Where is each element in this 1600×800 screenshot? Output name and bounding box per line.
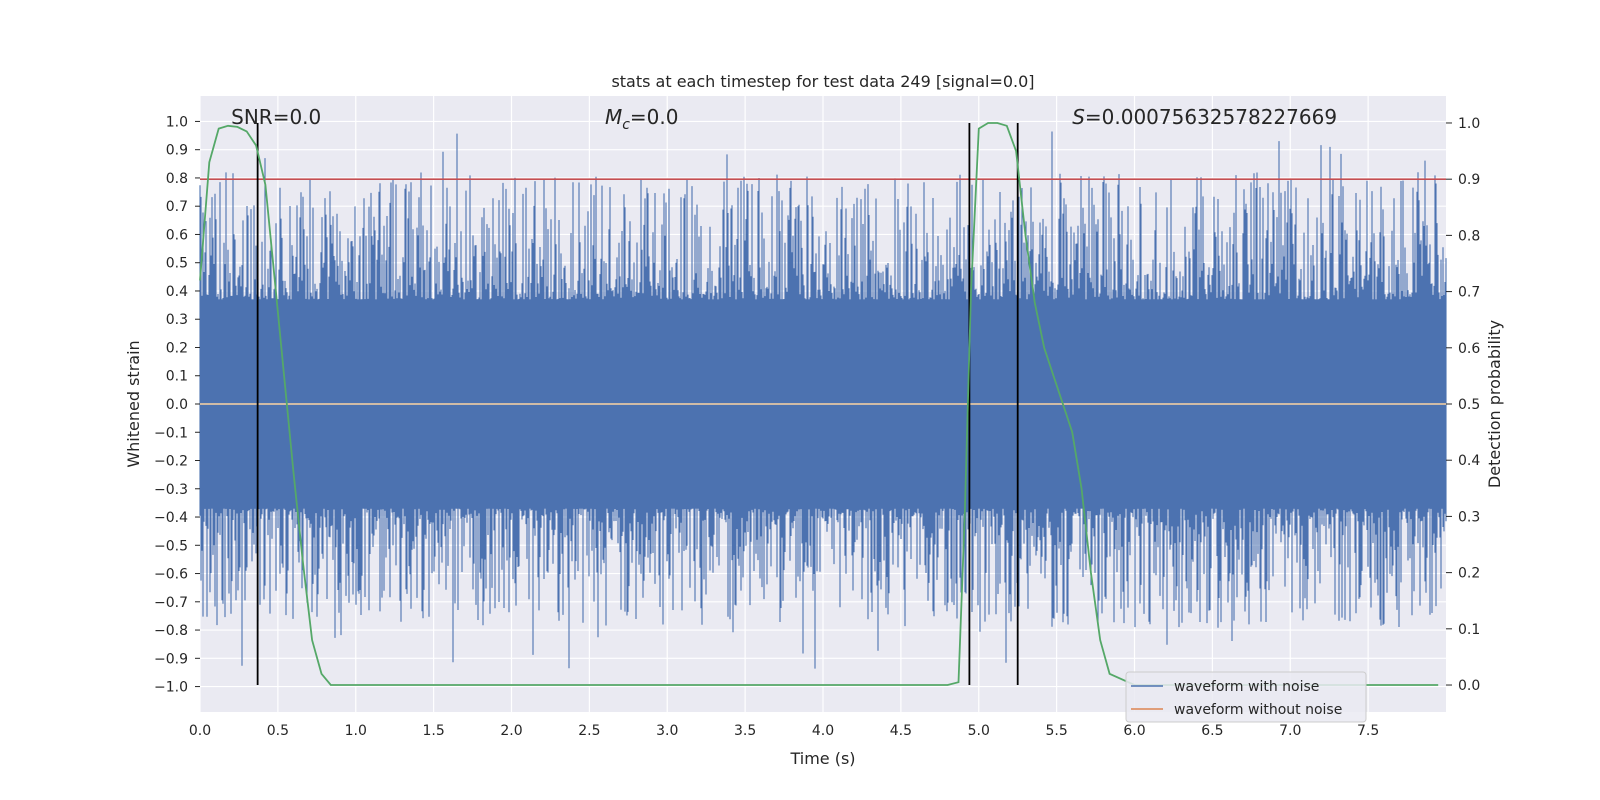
annotation-snr: SNR=0.0 [231,105,321,129]
y-tick-label-right: 1.0 [1458,116,1480,132]
y-tick-label-left: −0.8 [154,623,188,639]
overlay-lines [200,122,1446,686]
y-tick-label-left: 0.7 [166,199,188,215]
y-tick-label-right: 0.7 [1458,285,1480,301]
y-tick-label-right: 0.1 [1458,622,1480,638]
chart-title: stats at each timestep for test data 249… [611,72,1034,91]
x-tick-label: 3.0 [656,723,678,739]
x-tick-label: 6.5 [1201,723,1223,739]
legend-label-clean: waveform without noise [1174,702,1342,718]
annotation-chirp-mass-value: =0.0 [630,105,679,129]
x-tick-label: 5.5 [1045,723,1067,739]
x-tick-label: 1.0 [345,723,367,739]
annotation-chirp-mass: Mc=0.0 [605,105,679,133]
y-tick-label-right: 0.2 [1458,566,1480,582]
annotation-chirp-mass-symbol: M [605,105,622,129]
y-tick-label-left: 0.9 [166,143,188,159]
y-tick-label-right: 0.4 [1458,453,1480,469]
y-tick-label-left: 1.0 [166,114,188,130]
x-tick-label: 4.0 [812,723,834,739]
y-tick-label-right: 0.0 [1458,678,1480,694]
y-tick-label-right: 0.6 [1458,341,1480,357]
legend-label-noise: waveform with noise [1174,679,1319,695]
y-tick-label-left: −0.4 [154,510,188,526]
y-tick-label-left: 0.3 [166,312,188,328]
y-tick-label-left: 0.4 [166,284,188,300]
y-axis-label-left: Whitened strain [124,340,143,467]
y-tick-label-left: −0.6 [154,567,188,583]
x-tick-label: 7.0 [1279,723,1301,739]
y-tick-label-left: −0.5 [154,538,188,554]
y-tick-label-left: 0.6 [166,227,188,243]
y-tick-label-left: −0.9 [154,651,188,667]
x-tick-label: 4.5 [890,723,912,739]
y-tick-label-left: 0.5 [166,256,188,272]
detection-probability-line [199,122,1439,686]
x-tick-label: 7.5 [1357,723,1379,739]
y-tick-label-left: 0.8 [166,171,188,187]
annotation-score-symbol: S [1072,105,1085,129]
y-tick-label-left: 0.0 [166,397,188,413]
y-axis-label-right: Detection probability [1485,320,1504,488]
annotation-chirp-mass-subscript: c [622,117,630,133]
noise-spikes [199,131,1447,669]
x-tick-label: 0.5 [267,723,289,739]
x-tick-label: 3.5 [734,723,756,739]
annotation-score: S=0.00075632578227669 [1072,105,1337,129]
y-tick-label-right: 0.9 [1458,172,1480,188]
y-tick-label-right: 0.3 [1458,509,1480,525]
y-tick-label-left: −0.2 [154,454,188,470]
probability-curve [199,122,1439,686]
x-tick-label: 2.0 [500,723,522,739]
x-tick-label: 2.5 [578,723,600,739]
y-tick-label-right: 0.8 [1458,228,1480,244]
y-tick-label-left: −0.1 [154,425,188,441]
y-tick-label-left: 0.2 [166,340,188,356]
y-tick-label-left: 0.1 [166,369,188,385]
annotation-score-value: =0.00075632578227669 [1085,105,1337,129]
y-tick-label-left: −0.7 [154,595,188,611]
x-tick-label: 1.5 [422,723,444,739]
y-tick-label-right: 0.5 [1458,397,1480,413]
x-axis-label: Time (s) [789,749,855,768]
y-tick-label-left: −0.3 [154,482,188,498]
x-tick-label: 5.0 [968,723,990,739]
x-tick-label: 6.0 [1123,723,1145,739]
ticks: 0.0 0.5 1.0 1.5 2.0 2.5 3.0 3.5 4.0 4.5 5.0 5.5 6.0 6… [154,114,1480,739]
y-tick-label-left: −1.0 [154,680,188,696]
legend-box [1125,671,1367,723]
legend: waveform with noise waveform without noi… [1125,671,1367,723]
x-tick-label: 0.0 [189,723,211,739]
